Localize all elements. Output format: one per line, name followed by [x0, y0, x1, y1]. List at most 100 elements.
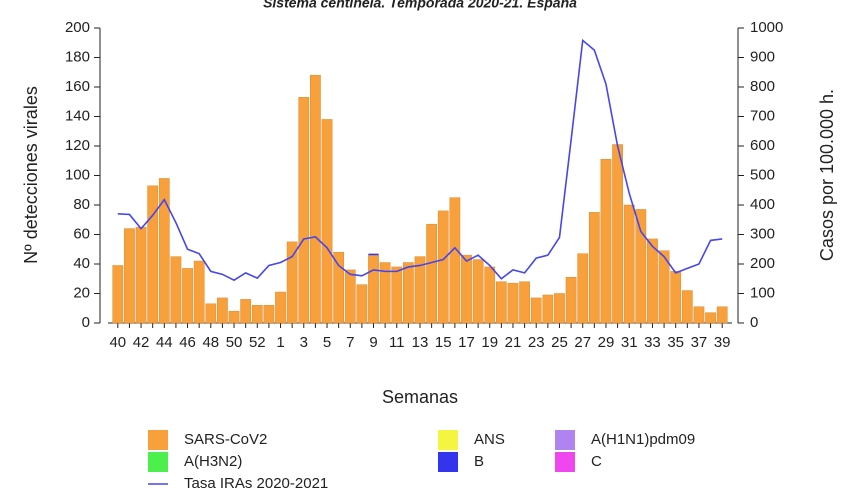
- bar: [147, 185, 159, 324]
- y-tick-label: 40: [73, 255, 90, 272]
- bar: [286, 241, 298, 324]
- bar: [170, 256, 182, 324]
- bar: [670, 271, 682, 324]
- legend-label: C: [591, 453, 602, 470]
- y-tick-label: 180: [65, 48, 90, 65]
- bar: [182, 268, 193, 324]
- x-tick-label: 44: [156, 334, 173, 351]
- bar: [530, 297, 542, 324]
- bar: [193, 260, 205, 324]
- legend-label: A(H1N1)pdm09: [591, 431, 695, 448]
- bar: [693, 306, 705, 324]
- y2-tick-label: 700: [750, 107, 775, 124]
- bar: [577, 253, 589, 324]
- bar: [298, 97, 310, 324]
- y-axis-label: Nº detecciones virales: [21, 86, 41, 264]
- x-tick-label: 15: [435, 334, 452, 351]
- x-tick-label: 25: [551, 334, 568, 351]
- chart-title: Sistema centinela. Temporada 2020-21. Es…: [263, 0, 577, 11]
- x-tick-label: 31: [621, 334, 638, 351]
- x-tick-label: 7: [346, 334, 354, 351]
- x-axis-label: Semanas: [382, 387, 458, 407]
- bar: [310, 74, 321, 324]
- x-tick-label: 17: [458, 334, 475, 351]
- bar: [681, 290, 693, 324]
- bar: [647, 238, 658, 324]
- bar: [705, 312, 716, 324]
- y-tick-label: 100: [65, 166, 90, 183]
- bar: [554, 293, 565, 324]
- y2-tick-label: 200: [750, 255, 775, 272]
- x-tick-label: 29: [598, 334, 615, 351]
- x-tick-label: 46: [179, 334, 196, 351]
- bar: [344, 269, 356, 324]
- y-tick-label: 160: [65, 78, 90, 95]
- bar: [437, 210, 449, 324]
- x-tick-label: 1: [276, 334, 284, 351]
- y2-tick-label: 100: [750, 284, 775, 301]
- bar: [658, 250, 670, 324]
- y2-tick-label: 900: [750, 48, 775, 65]
- x-tick-label: 13: [412, 334, 429, 351]
- bar: [519, 281, 530, 324]
- bar: [368, 253, 379, 256]
- bar: [472, 259, 484, 324]
- y2-tick-label: 1000: [750, 19, 783, 36]
- x-tick-label: 11: [389, 334, 405, 351]
- y-tick-label: 0: [82, 314, 90, 331]
- y-tick-label: 60: [73, 225, 90, 242]
- x-tick-label: 23: [528, 334, 545, 351]
- bar: [217, 297, 228, 324]
- bar: [379, 262, 391, 324]
- x-tick-label: 39: [714, 334, 731, 351]
- bar: [263, 305, 275, 324]
- bar: [612, 144, 623, 324]
- y2-tick-label: 300: [750, 225, 775, 242]
- y2-tick-label: 500: [750, 166, 775, 183]
- bar: [251, 305, 263, 324]
- bar: [449, 197, 461, 324]
- bar: [403, 262, 414, 324]
- line: [117, 38, 723, 282]
- bar: [542, 294, 554, 324]
- bar: [600, 159, 612, 324]
- bar: [716, 306, 728, 324]
- bar: [205, 303, 217, 324]
- y-tick-label: 140: [65, 107, 90, 124]
- bar: [124, 228, 135, 324]
- legend-swatch: [148, 452, 168, 472]
- x-tick-label: 19: [481, 334, 498, 351]
- y2-tick-label: 800: [750, 78, 775, 95]
- x-tick-label: 50: [226, 334, 243, 351]
- bar: [391, 266, 403, 324]
- legend-label: SARS-CoV2: [184, 431, 267, 448]
- y2-tick-label: 400: [750, 196, 775, 213]
- legend-label: ANS: [474, 431, 505, 448]
- x-tick-label: 42: [133, 334, 150, 351]
- bar: [507, 282, 519, 324]
- legend-label: Tasa IRAs 2020-2021: [184, 475, 328, 492]
- bar: [158, 178, 170, 324]
- legend-swatch: [555, 452, 575, 472]
- legend-label: B: [474, 453, 484, 470]
- bar: [426, 223, 437, 324]
- x-tick-label: 9: [369, 334, 377, 351]
- bar: [112, 265, 124, 324]
- y2-tick-label: 600: [750, 137, 775, 154]
- y2-axis-label: Casos por 100.000 h.: [817, 89, 837, 261]
- x-tick-label: 37: [691, 334, 708, 351]
- x-tick-label: 48: [202, 334, 219, 351]
- bar: [368, 254, 379, 324]
- x-tick-label: 52: [249, 334, 266, 351]
- y-tick-label: 20: [73, 284, 90, 301]
- x-tick-label: 33: [644, 334, 661, 351]
- bar: [484, 266, 496, 324]
- y-tick-label: 120: [65, 137, 90, 154]
- legend-swatch: [438, 452, 458, 472]
- legend-swatch: [148, 430, 168, 450]
- bar: [356, 284, 368, 324]
- x-tick-label: 3: [300, 334, 308, 351]
- bar: [275, 291, 286, 324]
- y-tick-label: 200: [65, 19, 90, 36]
